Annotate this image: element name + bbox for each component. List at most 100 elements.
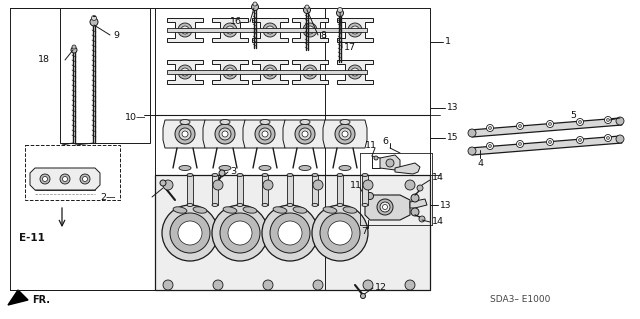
- Bar: [337, 175, 343, 205]
- Circle shape: [212, 205, 268, 261]
- Ellipse shape: [212, 204, 218, 206]
- Bar: [237, 175, 243, 205]
- Ellipse shape: [337, 174, 343, 176]
- Circle shape: [303, 23, 317, 37]
- Circle shape: [213, 280, 223, 290]
- Circle shape: [547, 138, 554, 145]
- Circle shape: [90, 18, 98, 26]
- Ellipse shape: [212, 174, 218, 176]
- Circle shape: [405, 180, 415, 190]
- Polygon shape: [365, 195, 410, 220]
- Ellipse shape: [362, 204, 368, 206]
- Circle shape: [518, 143, 522, 145]
- Circle shape: [516, 122, 524, 130]
- Circle shape: [252, 4, 259, 11]
- Circle shape: [163, 280, 173, 290]
- Ellipse shape: [262, 174, 268, 176]
- Circle shape: [605, 135, 611, 142]
- Circle shape: [411, 208, 419, 216]
- Circle shape: [40, 174, 50, 184]
- Circle shape: [360, 293, 365, 299]
- Ellipse shape: [323, 207, 337, 213]
- Circle shape: [178, 221, 202, 245]
- Ellipse shape: [343, 207, 357, 213]
- Polygon shape: [252, 60, 288, 84]
- Circle shape: [305, 5, 309, 9]
- Circle shape: [259, 128, 271, 140]
- Polygon shape: [470, 118, 622, 137]
- Circle shape: [228, 221, 252, 245]
- Text: 13: 13: [440, 201, 451, 210]
- Text: 8: 8: [320, 31, 326, 40]
- Circle shape: [71, 47, 77, 53]
- Circle shape: [306, 68, 314, 76]
- Polygon shape: [470, 136, 622, 155]
- Circle shape: [313, 280, 323, 290]
- Circle shape: [219, 128, 231, 140]
- Circle shape: [175, 124, 195, 144]
- Circle shape: [226, 26, 234, 34]
- Circle shape: [363, 180, 373, 190]
- Ellipse shape: [179, 166, 191, 170]
- Ellipse shape: [362, 174, 368, 176]
- Text: 6: 6: [382, 137, 388, 145]
- Circle shape: [170, 213, 210, 253]
- Circle shape: [486, 124, 493, 131]
- Circle shape: [383, 204, 387, 210]
- Text: 17: 17: [344, 43, 356, 53]
- Ellipse shape: [339, 166, 351, 170]
- Ellipse shape: [273, 207, 287, 213]
- Circle shape: [335, 124, 355, 144]
- Polygon shape: [212, 18, 248, 42]
- Circle shape: [262, 131, 268, 137]
- Circle shape: [303, 6, 310, 13]
- Bar: [167, 70, 367, 74]
- Circle shape: [178, 65, 192, 79]
- Circle shape: [262, 205, 318, 261]
- Text: 18: 18: [38, 56, 50, 64]
- Polygon shape: [243, 120, 287, 148]
- Circle shape: [548, 140, 552, 144]
- Ellipse shape: [219, 166, 231, 170]
- Circle shape: [518, 124, 522, 128]
- Circle shape: [320, 213, 360, 253]
- Circle shape: [226, 68, 234, 76]
- Text: 11: 11: [365, 140, 377, 150]
- Ellipse shape: [237, 174, 243, 176]
- Polygon shape: [212, 60, 248, 84]
- Circle shape: [313, 180, 323, 190]
- Circle shape: [303, 65, 317, 79]
- Ellipse shape: [187, 204, 193, 206]
- Ellipse shape: [340, 120, 350, 124]
- Text: 7: 7: [361, 227, 367, 236]
- Circle shape: [299, 128, 311, 140]
- Bar: [60, 8, 150, 143]
- Bar: [262, 175, 268, 205]
- Circle shape: [306, 26, 314, 34]
- Circle shape: [253, 2, 257, 6]
- Ellipse shape: [312, 174, 318, 176]
- Polygon shape: [410, 199, 427, 208]
- Bar: [187, 175, 193, 205]
- Circle shape: [377, 199, 393, 215]
- Text: 2—: 2—: [100, 194, 115, 203]
- Circle shape: [386, 159, 394, 167]
- Circle shape: [223, 23, 237, 37]
- Circle shape: [182, 131, 188, 137]
- Ellipse shape: [193, 207, 207, 213]
- Circle shape: [348, 65, 362, 79]
- Circle shape: [178, 23, 192, 37]
- Circle shape: [63, 176, 67, 182]
- Polygon shape: [323, 120, 367, 148]
- Circle shape: [163, 180, 173, 190]
- Ellipse shape: [293, 207, 307, 213]
- Circle shape: [266, 68, 274, 76]
- Bar: [287, 175, 293, 205]
- Text: 13: 13: [447, 103, 458, 113]
- Circle shape: [255, 124, 275, 144]
- Ellipse shape: [312, 204, 318, 206]
- Circle shape: [42, 176, 47, 182]
- Circle shape: [577, 137, 584, 144]
- Bar: [167, 28, 367, 32]
- Bar: [362, 175, 368, 205]
